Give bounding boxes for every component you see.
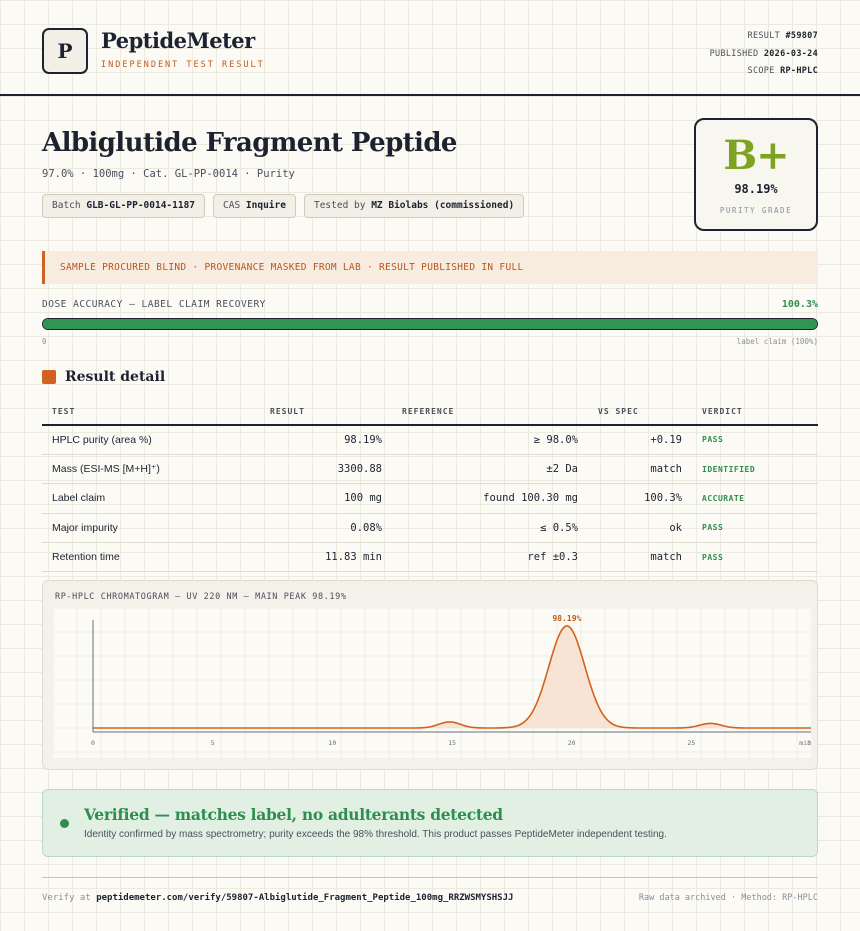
brand-logo: P (42, 28, 88, 74)
cell-vs-spec: ok (578, 513, 682, 544)
dose-progress-fill (43, 319, 817, 329)
cell-vs-spec: 100.3% (578, 483, 682, 514)
verify-url-link[interactable]: peptidemeter.com/verify/59807-Albiglutid… (96, 893, 514, 903)
dose-bar-min-label: 0 (42, 337, 47, 346)
purity-grade-card: B+ 98.19% PURITY GRADE (694, 118, 818, 231)
report-footer: Verify at peptidemeter.com/verify/59807-… (42, 877, 818, 903)
scope-row: SCOPE RP-HPLC (747, 66, 818, 76)
col-reference: REFERENCE (382, 398, 578, 426)
report-header: P PeptideMeter INDEPENDENT TEST RESULT R… (0, 0, 860, 96)
cell-test: Major impurity (42, 513, 190, 544)
cell-verdict: PASS (682, 513, 818, 544)
cell-result: 100 mg (190, 483, 382, 514)
cell-result: 3300.88 (190, 454, 382, 485)
footer-method: Raw data archived · Method: RP-HPLC (638, 893, 818, 903)
product-subtitle: 97.0% · 100mg · Cat. GL-PP-0014 · Purity (42, 168, 295, 180)
cell-test: Label claim (42, 483, 190, 514)
cell-verdict: PASS (682, 425, 818, 455)
grade-purity: 98.19% (734, 182, 778, 196)
section-title: Result detail (65, 369, 166, 385)
tested-by-chip: Tested by MZ Biolabs (commissioned) (303, 194, 525, 218)
cell-test: Mass (ESI-MS [M+H]⁺) (42, 454, 190, 485)
chromatogram-chart: 98.19% 0 5 10 15 20 25 30min (53, 608, 811, 758)
x-tick-label: 20 (568, 739, 576, 747)
cell-test: Retention time (42, 542, 190, 573)
cell-reference: found 100.30 mg (382, 483, 578, 514)
cell-vs-spec: match (578, 454, 682, 485)
product-title: Albiglutide Fragment Peptide (42, 128, 457, 158)
verified-status-dot-icon (60, 819, 69, 828)
cell-reference: ≥ 98.0% (382, 425, 578, 455)
cell-verdict: IDENTIFIED (682, 454, 818, 485)
chromatogram-line (93, 625, 811, 729)
dose-bar-max-label: label claim (100%) (736, 337, 818, 346)
table-row: Major impurity 0.08% ≤ 0.5% ok PASS (42, 513, 818, 544)
table-header-row: TEST RESULT REFERENCE VS SPEC VERDICT (42, 398, 818, 426)
col-vs-spec: VS SPEC (578, 398, 682, 426)
col-test: TEST (42, 398, 190, 426)
cell-verdict: PASS (682, 542, 818, 573)
cas-chip: CAS Inquire (213, 194, 296, 218)
table-row: Retention time 11.83 min ref ±0.3 match … (42, 542, 818, 573)
cell-result: 11.83 min (190, 542, 382, 573)
cell-vs-spec: +0.19 (578, 425, 682, 455)
result-meta: RESULT #59807 PUBLISHED 2026-03-24 SCOPE… (710, 28, 818, 81)
cell-test: HPLC purity (area %) (42, 425, 190, 455)
table-row: Mass (ESI-MS [M+H]⁺) 3300.88 ±2 Da match… (42, 454, 818, 485)
result-table: TEST RESULT REFERENCE VS SPEC VERDICT HP… (42, 398, 818, 573)
table-row: HPLC purity (area %) 98.19% ≥ 98.0% +0.1… (42, 425, 818, 455)
table-row: Label claim 100 mg found 100.30 mg 100.3… (42, 483, 818, 514)
verified-text: Identity confirmed by mass spectrometry;… (84, 829, 667, 840)
cell-reference: ref ±0.3 (382, 542, 578, 573)
result-number-row: RESULT #59807 (747, 31, 818, 41)
col-result: RESULT (190, 398, 382, 426)
result-detail-heading: Result detail (42, 369, 165, 385)
x-tick-label: 5 (211, 739, 215, 747)
dose-accuracy-value: 100.3% (781, 299, 818, 310)
dose-progress-bar (42, 318, 818, 330)
dose-accuracy-label: DOSE ACCURACY — LABEL CLAIM RECOVERY (42, 299, 266, 310)
grade-label: PURITY GRADE (719, 206, 793, 215)
x-tick-label: 25 (687, 739, 695, 747)
x-tick-label: 30 (807, 739, 811, 747)
section-square-icon (42, 370, 56, 384)
grade-letter: B+ (723, 132, 789, 179)
x-tick-label: 0 (91, 739, 95, 747)
batch-chip: Batch GLB-GL-PP-0014-1187 (42, 194, 206, 218)
published-row: PUBLISHED 2026-03-24 (709, 48, 818, 59)
brand-tagline: INDEPENDENT TEST RESULT (101, 60, 265, 70)
chart-plot-background (53, 608, 811, 758)
x-tick-label: 15 (448, 739, 456, 747)
verify-line: Verify at peptidemeter.com/verify/59807-… (42, 893, 514, 903)
cell-result: 0.08% (190, 513, 382, 544)
cell-reference: ≤ 0.5% (382, 513, 578, 544)
peak-label: 98.19% (552, 614, 581, 623)
cell-result: 98.19% (190, 425, 382, 455)
chart-title: RP-HPLC CHROMATOGRAM — UV 220 NM — MAIN … (55, 592, 347, 602)
x-tick-label: 10 (328, 739, 336, 747)
cell-vs-spec: match (578, 542, 682, 573)
verified-title: Verified — matches label, no adulterants… (84, 805, 503, 824)
product-chips: Batch GLB-GL-PP-0014-1187 CAS Inquire Te… (42, 194, 525, 218)
cell-verdict: ACCURATE (682, 483, 818, 514)
x-axis-unit-label: min (799, 739, 811, 747)
blind-sample-banner: SAMPLE PROCURED BLIND · PROVENANCE MASKE… (42, 251, 818, 284)
chromatogram-card: RP-HPLC CHROMATOGRAM — UV 220 NM — MAIN … (42, 580, 818, 770)
brand-name: PeptideMeter (101, 28, 255, 53)
cell-reference: ±2 Da (382, 454, 578, 485)
verified-panel: Verified — matches label, no adulterants… (42, 789, 818, 857)
col-verdict: VERDICT (682, 398, 818, 426)
